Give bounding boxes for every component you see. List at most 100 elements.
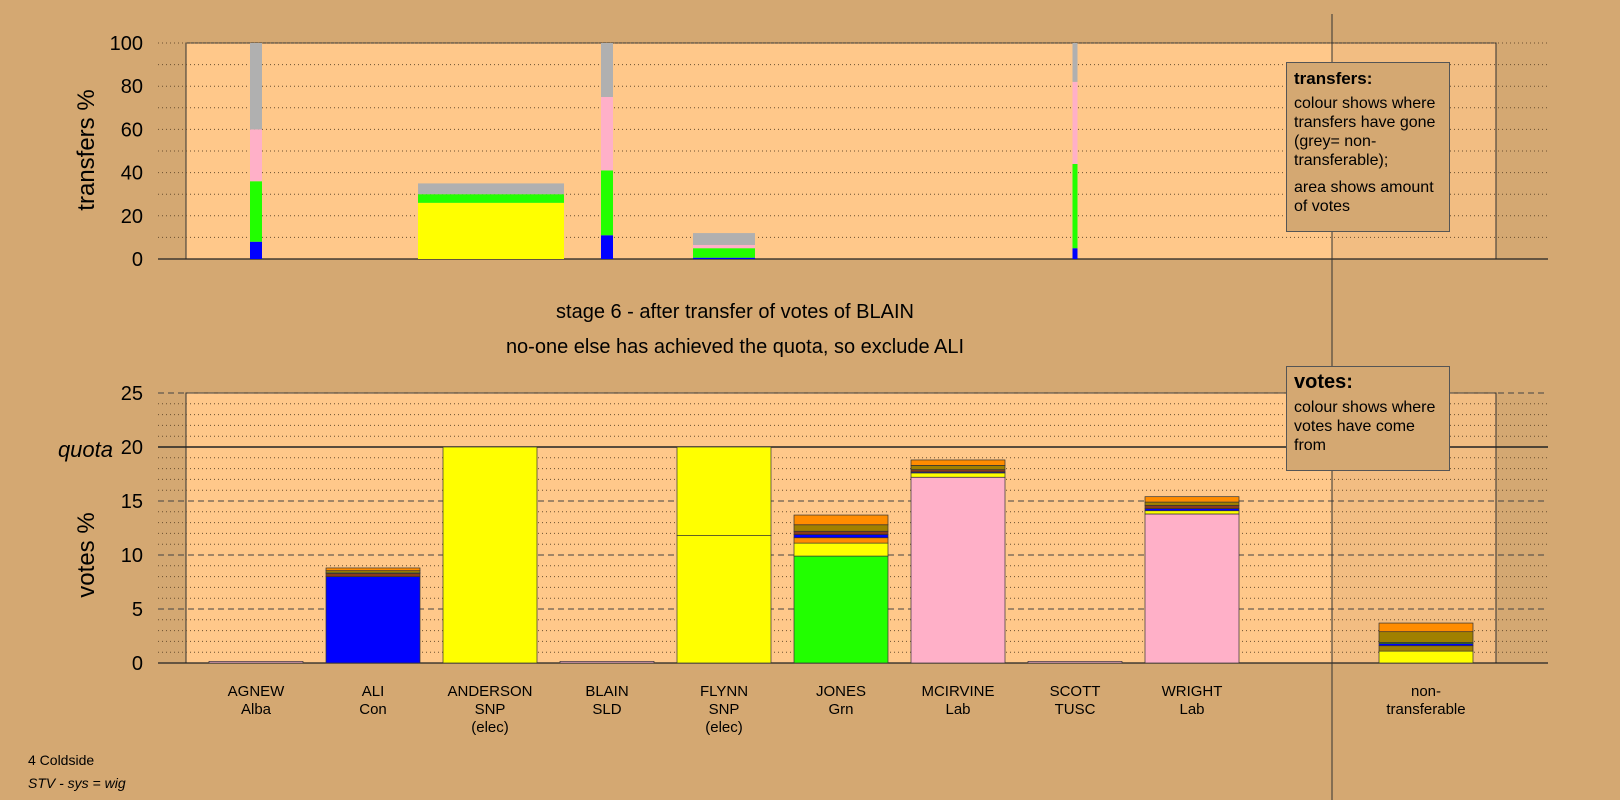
vote-segment-jones [793, 514, 889, 526]
vote-segment-jones [793, 537, 889, 544]
transfers-legend-text2: area shows amount of votes [1294, 179, 1434, 215]
transfer-segment-scott [1072, 81, 1078, 164]
candidate-label-line: BLAIN [585, 683, 628, 700]
vote-segment-non [1378, 650, 1474, 664]
vote-segment-flynn [676, 446, 772, 536]
votes-bars [208, 446, 1474, 664]
vote-segment-wright [1144, 496, 1240, 503]
candidate-label-line: Lab [1179, 701, 1204, 718]
candidate-label-line: TUSC [1055, 701, 1096, 718]
candidate-label-line: JONES [816, 683, 866, 700]
candidate-label-line: MCIRVINE [921, 683, 994, 700]
vote-segment-mcirvine [910, 476, 1006, 664]
candidate-label-line: SLD [592, 701, 621, 718]
candidate-label-line: WRIGHT [1162, 683, 1223, 700]
votes-legend: votes: colour shows where votes have com… [1286, 366, 1450, 471]
vote-segment-jones [793, 524, 889, 532]
candidate-label-line: ANDERSON [447, 683, 532, 700]
vote-segment-non [1378, 622, 1474, 633]
candidate-label-line: transferable [1386, 701, 1465, 718]
transfer-segment-anderson [418, 202, 564, 259]
transfer-segment-agnew [250, 241, 262, 259]
vote-segment-wright [1144, 510, 1240, 515]
transfer-segment-flynn [693, 257, 755, 259]
vote-segment-scott [1027, 661, 1123, 664]
votes-y-tick: 20 [121, 437, 143, 459]
transfers-legend-title: transfers: [1294, 69, 1373, 88]
vote-segment-wright [1144, 513, 1240, 664]
transfers-y-tick: 60 [121, 119, 143, 141]
transfers-y-tick: 80 [121, 76, 143, 98]
vote-segment-anderson [442, 446, 538, 664]
vote-segment-jones [793, 542, 889, 557]
transfer-segment-anderson [418, 183, 564, 195]
transfers-y-tick: 40 [121, 163, 143, 185]
transfer-segment-flynn [693, 248, 755, 258]
transfer-segment-blain [601, 170, 613, 236]
candidate-label-line: SNP [475, 701, 506, 718]
transfers-y-tick: 20 [121, 206, 143, 228]
transfer-segment-scott [1072, 163, 1078, 249]
candidate-label-line: SCOTT [1050, 683, 1101, 700]
transfer-segment-blain [601, 235, 613, 259]
vote-segment-mcirvine [910, 465, 1006, 471]
transfer-segment-agnew [250, 181, 262, 242]
candidate-label-line: FLYNN [700, 683, 748, 700]
transfers-gridlines [158, 42, 1548, 260]
transfers-bars [250, 43, 1078, 259]
vote-segment-jones [793, 530, 889, 535]
vote-segment-mcirvine [910, 459, 1006, 466]
vote-segment-jones [793, 555, 889, 664]
candidate-label-line: ALI [362, 683, 385, 700]
candidate-label-line: Con [359, 701, 387, 718]
votes-y-tick: 10 [121, 545, 143, 567]
vote-segment-flynn [676, 535, 772, 664]
vote-segment-agnew [208, 661, 304, 664]
transfers-y-tick: 100 [110, 33, 143, 55]
stage-subtitle: no-one else has achieved the quota, so e… [506, 336, 964, 358]
transfers-legend-text1: colour shows where transfers have gone (… [1294, 95, 1436, 169]
votes-legend-title: votes: [1294, 371, 1353, 393]
votes-y-ticks: 0 5 10 15 20 25 [121, 383, 143, 675]
transfers-y-ticks: 0 20 40 60 80 100 [110, 33, 143, 271]
transfer-segment-scott [1072, 43, 1078, 82]
votes-y-tick: 15 [121, 491, 143, 513]
candidate-label-line: Grn [828, 701, 853, 718]
votes-legend-text1: colour shows where votes have come from [1294, 399, 1436, 454]
votes-y-tick: 0 [132, 653, 143, 675]
transfers-legend: transfers: colour shows where transfers … [1286, 62, 1450, 232]
transfer-segment-blain [601, 43, 613, 97]
transfer-segment-flynn [693, 244, 755, 249]
transfers-axis-title: transfers % [73, 89, 100, 210]
vote-segment-jones [793, 534, 889, 539]
vote-segment-non [1378, 645, 1474, 652]
transfer-segment-agnew [250, 129, 262, 182]
transfers-plot-area [185, 42, 1497, 260]
transfer-segment-agnew [250, 43, 262, 130]
quota-label: quota [58, 437, 113, 462]
transfer-segment-flynn [693, 233, 755, 245]
candidate-label-line: AGNEW [228, 683, 286, 700]
candidate-label-line: Alba [241, 701, 272, 718]
candidate-label-line: (elec) [471, 719, 509, 736]
transfers-y-tick: 0 [132, 249, 143, 271]
candidate-labels: AGNEWAlbaALIConANDERSONSNP(elec)BLAINSLD… [228, 683, 1466, 736]
vote-segment-wright [1144, 501, 1240, 506]
candidate-label-line: SNP [709, 701, 740, 718]
candidate-label-line: (elec) [705, 719, 743, 736]
candidate-label-line: Lab [945, 701, 970, 718]
voting-system: STV - sys = wig [28, 775, 126, 791]
transfer-segment-scott [1072, 248, 1078, 259]
vote-segment-mcirvine [910, 472, 1006, 478]
vote-segment-wright [1144, 504, 1240, 509]
stage-title: stage 6 - after transfer of votes of BLA… [556, 301, 914, 323]
candidate-label-line: non- [1411, 683, 1441, 700]
transfer-segment-anderson [418, 194, 564, 203]
vote-segment-blain [559, 661, 655, 664]
vote-segment-ali [325, 576, 421, 664]
vote-segment-ali [325, 573, 421, 577]
votes-axis-title: votes % [73, 512, 100, 597]
votes-y-tick: 25 [121, 383, 143, 405]
votes-y-tick: 5 [132, 599, 143, 621]
